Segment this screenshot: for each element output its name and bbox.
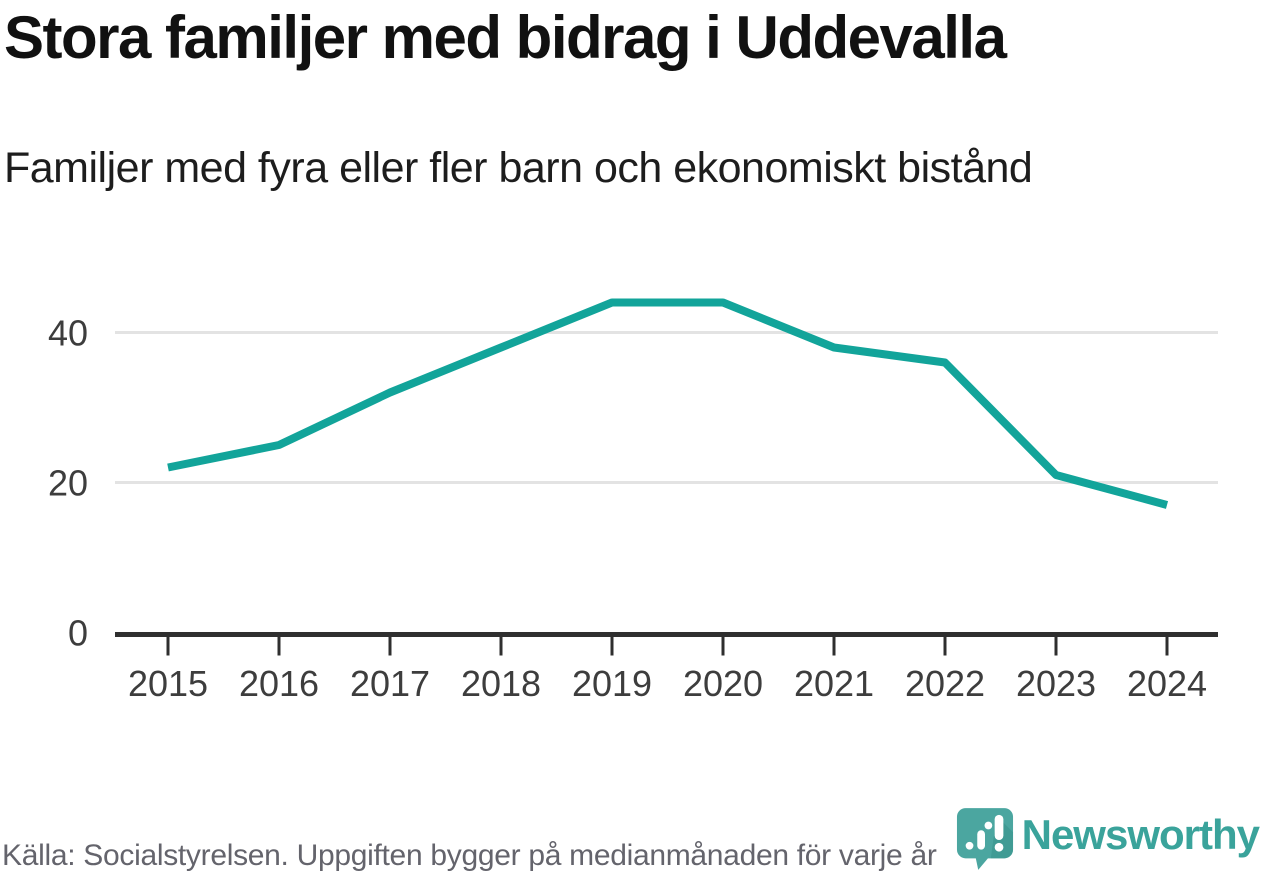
logo-bar-dot-bottom xyxy=(994,842,1003,852)
x-axis-tick-label: 2017 xyxy=(350,663,430,704)
newsworthy-logo-icon xyxy=(956,808,1013,870)
newsworthy-logo: Newsworthy xyxy=(956,807,1260,871)
data-series-line xyxy=(167,298,1169,509)
x-axis-tick-label: 2018 xyxy=(461,663,541,704)
x-axis-tick-label: 2022 xyxy=(905,663,985,704)
logo-bar-medium xyxy=(976,830,985,850)
x-axis-tick-label: 2016 xyxy=(239,663,319,704)
logo-bar-dot-small xyxy=(965,841,974,850)
x-axis-tick-label: 2019 xyxy=(572,663,652,704)
chart-subtitle: Familjer med fyra eller fler barn och ek… xyxy=(4,144,1033,192)
y-axis-tick-label: 0 xyxy=(68,613,88,654)
x-axis-tick-label: 2024 xyxy=(1127,663,1207,704)
x-axis-tick-label: 2023 xyxy=(1016,663,1096,704)
y-axis-tick-label: 40 xyxy=(48,313,88,354)
y-axis-tick-label: 20 xyxy=(48,463,88,504)
logo-bar-tall xyxy=(994,814,1003,840)
newsworthy-wordmark: Newsworthy xyxy=(1021,811,1260,858)
x-axis-tick-label: 2020 xyxy=(683,663,763,704)
logo-bar-dot-top xyxy=(984,821,992,830)
x-axis-tick-label: 2015 xyxy=(128,663,208,704)
x-axis-tick-label: 2021 xyxy=(794,663,874,704)
source-note: Källa: Socialstyrelsen. Uppgiften bygger… xyxy=(2,839,937,872)
chart-title: Stora familjer med bidrag i Uddevalla xyxy=(4,4,1007,71)
